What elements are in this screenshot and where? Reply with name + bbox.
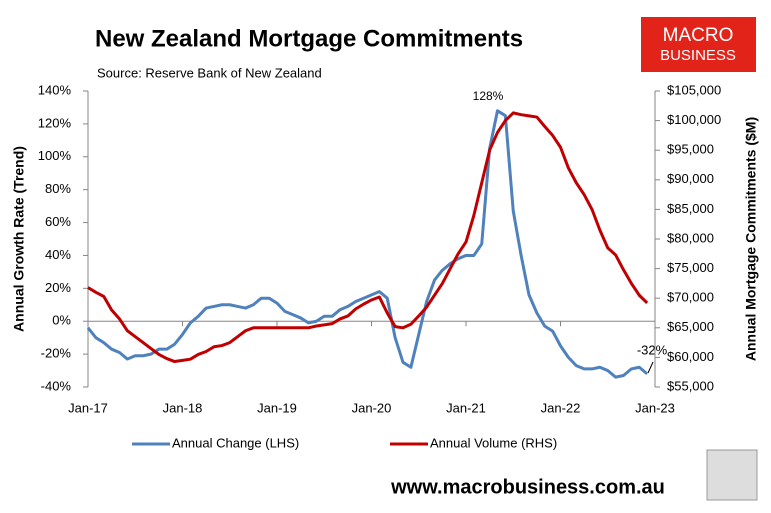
logo-text: MACRO: [663, 25, 734, 46]
x-tick-label: Jan-18: [163, 400, 203, 415]
y-tick-label: 20%: [45, 280, 71, 295]
y2-tick-label: $80,000: [667, 230, 714, 245]
y2-tick-label: $55,000: [667, 378, 714, 393]
logo-box: [641, 17, 756, 72]
y-axis-label: Annual Growth Rate (Trend): [11, 146, 27, 332]
y-tick-label: 120%: [38, 115, 72, 130]
y2-tick-label: $90,000: [667, 171, 714, 186]
x-tick-label: Jan-17: [68, 400, 108, 415]
y2-tick-label: $60,000: [667, 349, 714, 364]
x-tick-label: Jan-19: [257, 400, 297, 415]
y-tick-label: 80%: [45, 181, 71, 196]
y-tick-label: 60%: [45, 214, 71, 229]
x-tick-label: Jan-21: [446, 400, 486, 415]
y2-tick-label: $100,000: [667, 112, 721, 127]
annotation-pointer: [647, 361, 654, 374]
logo-image: [706, 449, 758, 501]
annotation: -32%: [637, 342, 668, 357]
y2-tick-label: $95,000: [667, 142, 714, 157]
y-tick-label: -40%: [41, 378, 72, 393]
website: www.macrobusiness.com.au: [390, 476, 665, 498]
y2-tick-label: $85,000: [667, 201, 714, 216]
annotation: 128%: [473, 89, 504, 103]
chart-subtitle: Source: Reserve Bank of New Zealand: [97, 65, 322, 80]
y-tick-label: 100%: [38, 148, 72, 163]
y-tick-label: 140%: [38, 82, 72, 97]
legend-label: Annual Volume (RHS): [430, 435, 557, 450]
y2-tick-label: $65,000: [667, 319, 714, 334]
x-tick-label: Jan-23: [635, 400, 675, 415]
y-tick-label: 0%: [52, 313, 71, 328]
y2-axis-label: Annual Mortgage Commitments ($M): [743, 117, 759, 361]
y-tick-label: -20%: [41, 346, 72, 361]
chart-title: New Zealand Mortgage Commitments: [95, 25, 523, 52]
y2-tick-label: $70,000: [667, 290, 714, 305]
logo-text: BUSINESS: [660, 47, 736, 64]
data-line: [86, 109, 649, 379]
y-tick-label: 40%: [45, 247, 71, 262]
y2-tick-label: $105,000: [667, 82, 721, 97]
legend-label: Annual Change (LHS): [172, 435, 299, 450]
data-line: [87, 111, 649, 364]
x-tick-label: Jan-22: [541, 400, 581, 415]
x-tick-label: Jan-20: [352, 400, 392, 415]
y2-tick-label: $75,000: [667, 260, 714, 275]
